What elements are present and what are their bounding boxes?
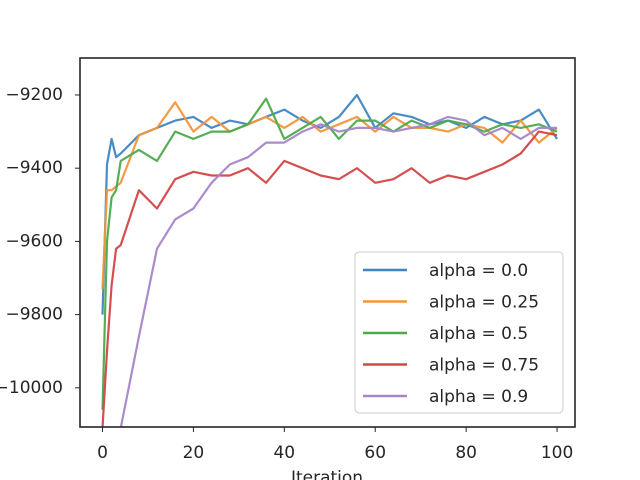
x-tick-label: 0 — [97, 443, 108, 463]
legend-label: alpha = 0.0 — [429, 261, 528, 281]
series-line — [119, 115, 557, 427]
legend: alpha = 0.0 alpha = 0.25 alpha = 0.5 alpha … — [354, 251, 564, 414]
legend-label: alpha = 0.9 — [429, 387, 528, 407]
legend-label: alpha = 0.25 — [429, 293, 539, 313]
plot-lines — [101, 93, 558, 427]
y-tick-label: −9200 — [5, 85, 63, 105]
y-tick-label: −10000 — [0, 378, 63, 398]
series-line — [101, 130, 558, 427]
x-tick-label: 40 — [273, 443, 295, 463]
x-tick-label: 20 — [183, 443, 205, 463]
x-tick-label: 100 — [541, 443, 573, 463]
x-axis-label: Iteration — [291, 468, 363, 480]
x-tick-label: 80 — [455, 443, 477, 463]
legend-label: alpha = 0.5 — [429, 324, 528, 344]
y-tick-label: −9800 — [5, 305, 63, 325]
legend-box — [354, 251, 564, 414]
legend-label: alpha = 0.75 — [429, 356, 539, 376]
x-tick-label: 60 — [364, 443, 386, 463]
y-tick-label: −9400 — [5, 158, 63, 178]
y-tick-label: −9600 — [5, 231, 63, 251]
plot-frame — [79, 57, 576, 428]
